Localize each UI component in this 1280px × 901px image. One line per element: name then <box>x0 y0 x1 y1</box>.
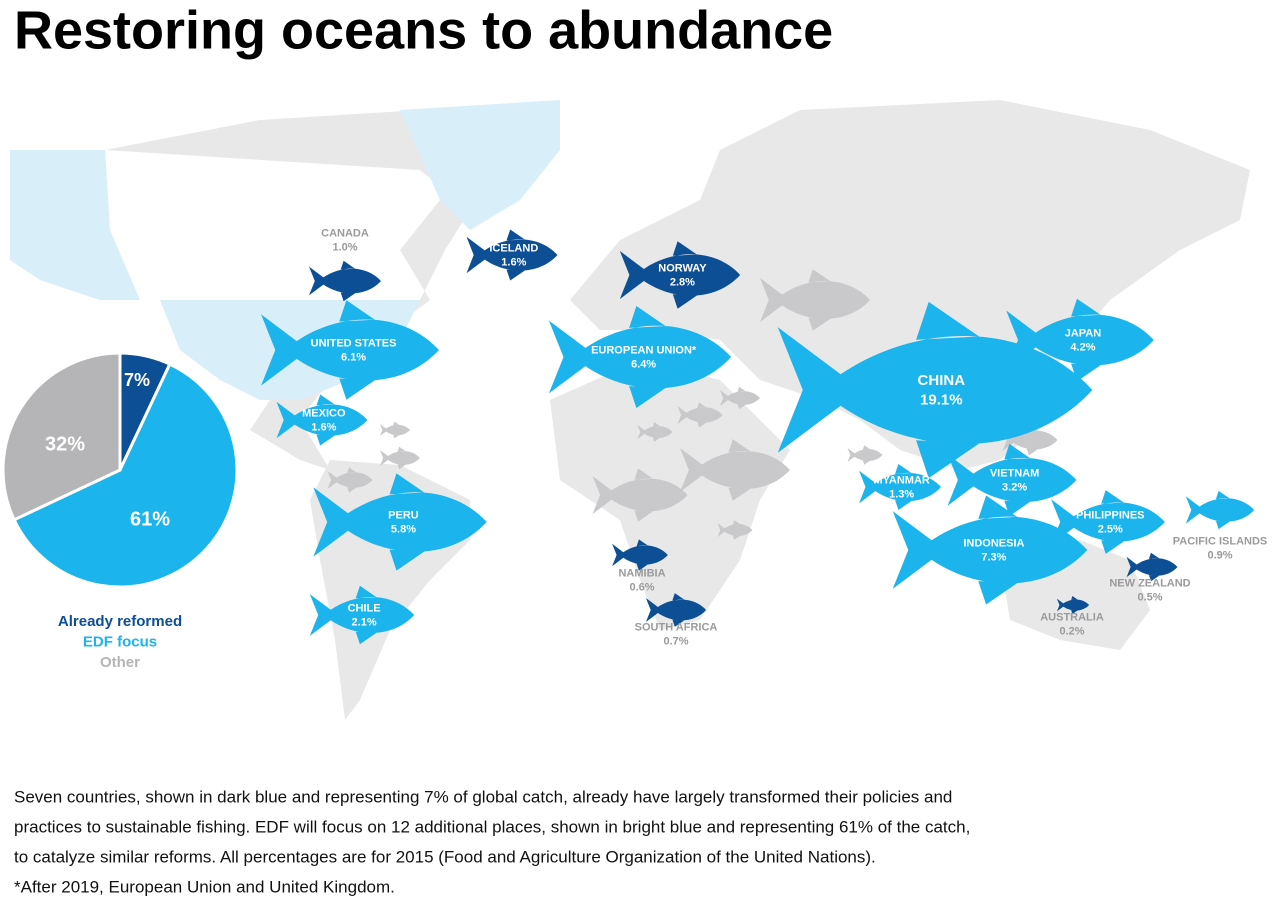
other-fish <box>637 422 673 442</box>
country-fish <box>1006 298 1154 382</box>
legend-entry: EDF focus <box>83 633 157 650</box>
fish-layer: CANADA 1.0% ICELAND 1.6% NORWAY 2.8% UNITED ST… <box>261 227 1268 648</box>
country-value: 6.4% <box>631 359 656 371</box>
country-fish <box>1051 490 1165 554</box>
other-fish <box>380 446 420 470</box>
other-fish <box>720 386 760 410</box>
country-fish <box>548 306 732 408</box>
other-fish <box>1002 424 1058 456</box>
country-fish <box>947 443 1077 517</box>
country-value: 1.6% <box>501 257 526 269</box>
footnote-line: *After 2019, European Union and United K… <box>14 877 395 896</box>
country-fish <box>859 464 941 510</box>
country-name: PERU <box>388 509 419 521</box>
country-fish <box>313 473 487 571</box>
other-fish <box>677 402 723 428</box>
country-fish <box>276 394 368 446</box>
land <box>10 150 140 300</box>
country-name: AUSTRALIA <box>1040 611 1104 623</box>
country-name: EUROPEAN UNION* <box>591 344 697 356</box>
country-fish <box>309 585 415 645</box>
country-value: 7.3% <box>981 552 1006 564</box>
country-name: MYANMAR <box>873 474 929 486</box>
country-value: 1.3% <box>889 489 914 501</box>
country-value: 3.2% <box>1002 482 1027 494</box>
slice-label: 7% <box>124 370 150 390</box>
country-value: 0.2% <box>1059 626 1084 638</box>
other-fish <box>380 421 410 439</box>
land <box>400 100 560 230</box>
country-name: CHILE <box>348 602 381 614</box>
country-fish <box>612 539 668 571</box>
country-value: 1.0% <box>332 242 357 254</box>
country-fish <box>619 241 741 309</box>
country-fish <box>1126 552 1178 582</box>
footnote-line: to catalyze similar reforms. All percent… <box>14 847 876 866</box>
country-value: 19.1% <box>920 391 963 408</box>
country-name: NAMIBIA <box>618 567 665 579</box>
country-value: 0.9% <box>1207 550 1232 562</box>
pie-slice <box>1 351 122 522</box>
country-name: MEXICO <box>302 407 346 419</box>
country-value: 5.8% <box>391 524 416 536</box>
country-value: 4.2% <box>1070 342 1095 354</box>
other-fish <box>680 439 790 501</box>
country-name: NORWAY <box>658 262 707 274</box>
other-fish <box>847 445 883 465</box>
pie-chart: 7% Already reformed 61% EDF focus 32% Other <box>1 351 239 671</box>
other-fish <box>760 269 870 331</box>
country-name: CHINA <box>918 372 966 389</box>
footnote-line: practices to sustainable fishing. EDF wi… <box>14 817 970 836</box>
country-fish <box>777 301 1093 479</box>
country-fish <box>1056 596 1090 614</box>
title: Restoring oceans to abundance <box>14 0 833 60</box>
country-name: UNITED STATES <box>311 337 397 349</box>
country-fish <box>261 300 439 400</box>
country-name: SOUTH AFRICA <box>635 621 718 633</box>
country-fish <box>466 229 558 281</box>
country-value: 6.1% <box>341 352 366 364</box>
legend-entry: Already reformed <box>58 613 182 630</box>
country-name: ICELAND <box>489 242 538 254</box>
country-name: VIETNAM <box>990 467 1040 479</box>
legend-entry: Other <box>100 654 140 671</box>
country-fish <box>645 593 707 627</box>
slice-label: 32% <box>45 433 85 455</box>
country-value: 0.5% <box>1137 592 1162 604</box>
country-value: 0.7% <box>663 636 688 648</box>
country-name: NEW ZEALAND <box>1109 577 1190 589</box>
country-value: 0.6% <box>629 582 654 594</box>
other-fish <box>592 468 688 522</box>
footnote: Seven countries, shown in dark blue and … <box>14 787 970 896</box>
country-fish <box>892 495 1088 605</box>
country-name: PACIFIC ISLANDS <box>1173 535 1268 547</box>
other-fish <box>717 520 753 540</box>
country-name: CANADA <box>321 227 369 239</box>
country-name: PHILIPPINES <box>1076 509 1144 521</box>
country-value: 1.6% <box>311 422 336 434</box>
country-name: INDONESIA <box>963 537 1024 549</box>
country-fish <box>309 260 381 302</box>
country-fish <box>1185 490 1255 530</box>
pie-slice <box>12 362 239 589</box>
footnote-line: Seven countries, shown in dark blue and … <box>14 787 952 806</box>
country-name: JAPAN <box>1065 327 1102 339</box>
country-value: 2.1% <box>352 617 377 629</box>
land <box>570 100 1250 470</box>
slice-label: 61% <box>130 508 170 530</box>
other-fish <box>327 467 373 493</box>
country-value: 2.5% <box>1098 524 1123 536</box>
country-value: 2.8% <box>670 277 695 289</box>
